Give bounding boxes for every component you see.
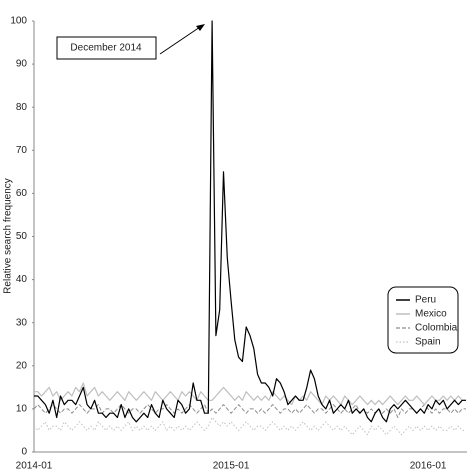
y-tick-label: 0 <box>21 447 27 458</box>
y-tick-label: 70 <box>16 145 28 156</box>
series-line <box>34 20 466 423</box>
arrow-head <box>196 24 205 31</box>
y-tick-label: 100 <box>10 16 27 27</box>
y-tick-label: 60 <box>16 188 28 199</box>
x-tick-label: 2016-01 <box>410 461 447 472</box>
series-line <box>34 382 466 406</box>
y-tick-label: 90 <box>16 59 28 70</box>
series-line <box>33 417 466 436</box>
y-tick-label: 20 <box>16 360 28 371</box>
legend-label: Peru <box>415 295 436 306</box>
y-tick-label: 40 <box>16 274 28 285</box>
y-tick-label: 80 <box>16 102 28 113</box>
annotation-arrow <box>159 26 201 55</box>
legend-box <box>387 286 459 354</box>
y-tick-label: 50 <box>16 231 28 242</box>
legend-label: Colombia <box>415 323 458 334</box>
legend-label: Spain <box>415 337 441 348</box>
legend-label: Mexico <box>415 309 447 320</box>
x-tick-label: 2015-01 <box>213 461 250 472</box>
series-line <box>33 404 466 418</box>
y-axis-label: Relative search frequency <box>3 178 14 294</box>
x-tick-label: 2014-01 <box>16 461 53 472</box>
y-tick-label: 10 <box>16 404 28 415</box>
annotation-box <box>56 36 157 60</box>
y-tick-label: 30 <box>16 317 28 328</box>
annotation: December 2014 <box>70 43 142 54</box>
